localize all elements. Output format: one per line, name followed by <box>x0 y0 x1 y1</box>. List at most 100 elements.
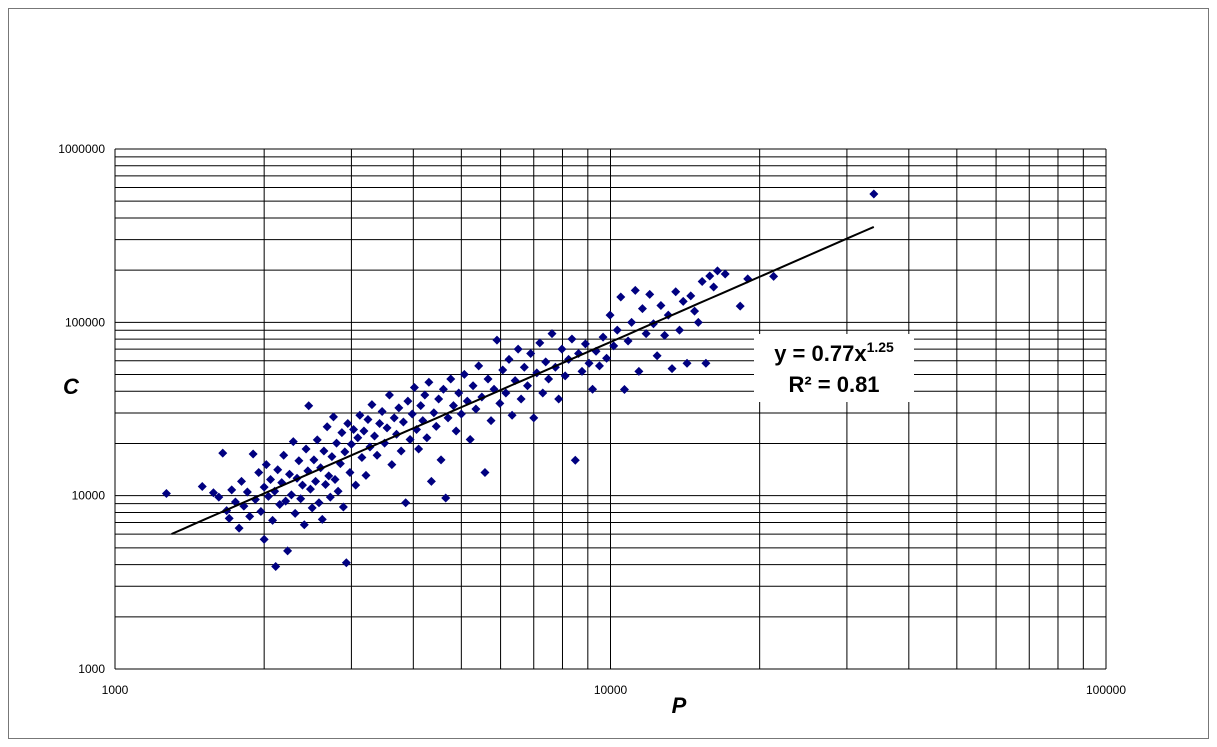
data-point <box>382 423 392 433</box>
data-point <box>441 493 451 503</box>
data-point <box>275 499 285 509</box>
data-point <box>486 416 496 426</box>
data-point <box>375 418 385 428</box>
data-point <box>674 325 684 335</box>
data-point <box>602 353 612 363</box>
data-point <box>281 496 291 506</box>
data-point <box>355 410 365 420</box>
data-point <box>242 487 252 497</box>
data-point <box>580 339 590 349</box>
data-point <box>712 266 722 276</box>
data-point <box>471 404 481 414</box>
data-point <box>367 400 377 410</box>
data-point <box>405 434 415 444</box>
data-point <box>245 511 255 521</box>
data-point <box>234 523 244 533</box>
data-point <box>641 329 651 339</box>
data-point <box>294 456 304 466</box>
data-point <box>370 431 380 441</box>
data-point <box>701 358 711 368</box>
data-point <box>349 424 359 434</box>
data-point <box>667 364 677 374</box>
data-point <box>656 301 666 311</box>
data-point <box>324 471 334 481</box>
data-point <box>567 334 577 344</box>
data-point <box>623 336 633 346</box>
data-point <box>420 390 430 400</box>
data-point <box>256 507 266 517</box>
data-point <box>612 325 622 335</box>
data-point <box>443 413 453 423</box>
data-point <box>547 329 557 339</box>
data-point <box>286 490 296 500</box>
data-point <box>227 485 237 495</box>
data-point <box>384 390 394 400</box>
data-point <box>273 465 283 475</box>
y-tick-label: 10000 <box>72 489 106 503</box>
data-point <box>436 455 446 465</box>
data-point <box>268 515 278 525</box>
data-point <box>686 291 696 301</box>
data-point <box>332 438 342 448</box>
data-point <box>660 330 670 340</box>
data-point <box>322 422 332 432</box>
data-point <box>426 476 436 486</box>
data-point <box>678 296 688 306</box>
data-point <box>161 488 171 498</box>
data-point <box>398 417 408 427</box>
data-point <box>735 301 745 311</box>
r-squared-label: R² = 0.81 <box>788 372 879 397</box>
data-point <box>327 452 337 462</box>
data-point <box>538 388 548 398</box>
data-point <box>429 408 439 418</box>
data-point <box>271 562 281 572</box>
data-point <box>311 476 321 486</box>
data-point <box>407 409 417 419</box>
trendline-equation-box: y = 0.77x1.25 R² = 0.81 <box>754 334 914 402</box>
data-point <box>372 450 382 460</box>
data-point <box>465 434 475 444</box>
data-point <box>377 406 387 416</box>
data-point <box>361 470 371 480</box>
data-point <box>594 361 604 371</box>
tick-labels: 1000 10000 100000 1000 10000 100000 1000000 <box>58 142 1126 697</box>
data-point <box>297 480 307 490</box>
data-point <box>690 306 700 316</box>
data-point <box>288 437 298 447</box>
data-point <box>483 374 493 384</box>
data-point <box>218 448 228 458</box>
data-point <box>541 357 551 367</box>
data-point <box>513 344 523 354</box>
data-point <box>451 426 461 436</box>
data-point <box>616 292 626 302</box>
data-point <box>627 317 637 327</box>
data-point <box>296 494 306 504</box>
data-point <box>261 460 271 470</box>
data-point <box>456 409 466 419</box>
data-point <box>474 361 484 371</box>
data-point <box>359 426 369 436</box>
data-point <box>609 341 619 351</box>
data-point <box>387 460 397 470</box>
data-point <box>446 374 456 384</box>
data-point <box>480 468 490 478</box>
data-point <box>720 269 730 279</box>
data-point <box>634 366 644 376</box>
data-point <box>584 358 594 368</box>
grid-lines <box>114 148 1107 670</box>
data-point <box>671 287 681 297</box>
data-point <box>343 418 353 428</box>
data-point <box>305 484 315 494</box>
data-point <box>353 433 363 443</box>
y-tick-label: 1000000 <box>58 142 105 156</box>
data-point <box>409 382 419 392</box>
y-tick-label: 1000 <box>78 662 105 676</box>
data-point <box>554 394 564 404</box>
data-point <box>325 492 335 502</box>
data-point <box>363 415 373 425</box>
data-point <box>504 354 514 364</box>
data-point <box>290 508 300 518</box>
data-point <box>248 449 258 459</box>
y-axis-label: C <box>63 374 80 399</box>
